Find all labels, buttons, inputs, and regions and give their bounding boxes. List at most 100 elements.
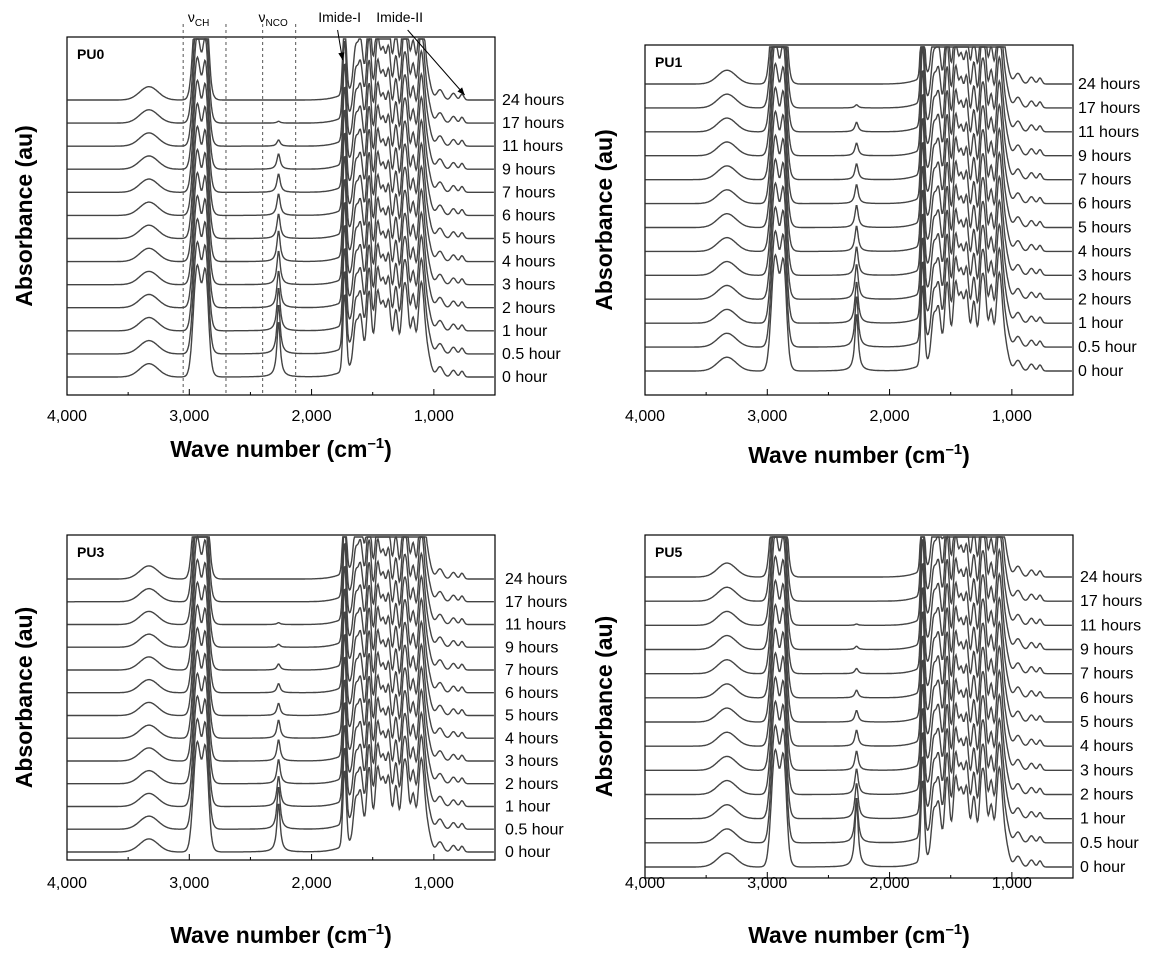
spectrum-trace xyxy=(67,717,494,830)
spectrum-trace xyxy=(67,536,494,580)
panel-pu0: PU0 4,000 3,000 2,000 1,000 Wave number (cm–1… xyxy=(11,9,564,462)
region-label: νCH xyxy=(188,9,209,29)
series-label: 6 hours xyxy=(502,207,555,224)
spectrum-trace xyxy=(645,133,1072,253)
spectrum-trace xyxy=(67,194,494,309)
spectrum-trace xyxy=(645,229,1072,348)
spectrum-trace xyxy=(67,626,494,739)
series-label: 5 hours xyxy=(505,708,558,725)
spectrum-trace xyxy=(645,181,1072,300)
x-axis-title: Wave number (cm–1) xyxy=(170,435,392,462)
series-label: 7 hours xyxy=(1078,172,1131,189)
series-label: 24 hours xyxy=(505,571,567,588)
series-label: 4 hours xyxy=(1078,243,1131,260)
series-label: 24 hours xyxy=(1078,76,1140,93)
spectrum-trace xyxy=(645,554,1072,675)
spectrum-trace xyxy=(645,748,1072,868)
spectrum-trace xyxy=(645,85,1072,205)
spectrum-trace xyxy=(67,580,494,694)
spectrum-trace xyxy=(67,170,494,286)
series-label: 7 hours xyxy=(1080,666,1133,683)
series-label: 9 hours xyxy=(502,161,555,178)
spectrum-trace xyxy=(645,157,1072,276)
series-label: 17 hours xyxy=(502,115,564,132)
x-tick-label: 4,000 xyxy=(625,408,665,425)
series-label: 4 hours xyxy=(505,730,558,747)
spectrum-trace xyxy=(67,147,494,263)
series-label: 0 hour xyxy=(502,369,548,386)
x-tick-label: 3,000 xyxy=(169,408,209,425)
spectrum-trace xyxy=(645,46,1072,109)
series-label: 5 hours xyxy=(1080,714,1133,731)
series-label: 6 hours xyxy=(505,685,558,702)
spectrum-trace xyxy=(67,536,494,626)
panel-label: PU0 xyxy=(77,46,104,62)
spectrum-trace xyxy=(67,694,494,808)
x-tick-label: 4,000 xyxy=(47,408,87,425)
series-label: 5 hours xyxy=(502,231,555,248)
series-label: 0.5 hour xyxy=(1080,835,1139,852)
series-label: 0 hour xyxy=(505,844,551,861)
spectrum-trace xyxy=(67,78,494,193)
panel-pu1: PU1 4,000 3,000 2,000 1,000 Wave number (cm–1… xyxy=(591,44,1140,468)
series-label: 9 hours xyxy=(505,639,558,656)
series-label: 0 hour xyxy=(1078,363,1124,380)
spectrum-trace xyxy=(645,536,1072,578)
x-tick-label: 3,000 xyxy=(747,408,787,425)
series-label: 1 hour xyxy=(1080,811,1126,828)
arrow-head xyxy=(338,52,345,60)
plot-frame xyxy=(66,534,496,861)
spectrum-trace xyxy=(645,535,1072,626)
peak-label: Imide-I xyxy=(318,9,361,25)
spectrum-trace xyxy=(645,536,1072,651)
x-axis-title: Wave number (cm–1) xyxy=(170,921,392,948)
panel-label: PU3 xyxy=(77,544,104,560)
series-label: 3 hours xyxy=(1080,762,1133,779)
series-label: 11 hours xyxy=(1078,124,1139,141)
spectrum-trace xyxy=(67,603,494,717)
spectrum-trace xyxy=(645,46,1072,85)
spectrum-trace xyxy=(67,671,494,785)
series-label: 0 hour xyxy=(1080,859,1126,876)
x-tick-label: 2,000 xyxy=(870,408,910,425)
x-axis-title: Wave number (cm–1) xyxy=(748,441,970,468)
spectrum-trace xyxy=(645,205,1072,324)
x-tick-label: 1,000 xyxy=(992,875,1032,892)
spectrum-trace xyxy=(645,109,1072,229)
y-axis-title: Absorbance (au) xyxy=(11,607,37,788)
panel-pu5: PU5 4,000 3,000 2,000 1,000 Wave number (cm–1… xyxy=(591,534,1142,948)
series-label: 11 hours xyxy=(1080,617,1141,634)
spectrum-trace xyxy=(67,263,494,378)
spectrum-trace xyxy=(645,61,1072,181)
spectrum-trace xyxy=(67,649,494,762)
series-label: 2 hours xyxy=(502,300,555,317)
spectrum-trace xyxy=(67,38,494,147)
x-tick-label: 1,000 xyxy=(414,408,454,425)
spectrum-trace xyxy=(645,603,1072,723)
y-axis-title: Absorbance (au) xyxy=(591,616,617,797)
plot-frame xyxy=(644,44,1074,396)
x-tick-label: 2,000 xyxy=(292,408,332,425)
series-label: 9 hours xyxy=(1078,148,1131,165)
x-tick-label: 3,000 xyxy=(747,875,787,892)
series-label: 7 hours xyxy=(505,662,558,679)
series-label: 24 hours xyxy=(502,92,564,109)
series-label: 1 hour xyxy=(1078,315,1124,332)
spectrum-trace xyxy=(645,45,1072,133)
series-label: 17 hours xyxy=(1080,593,1142,610)
x-axis-title: Wave number (cm–1) xyxy=(748,921,970,948)
spectrum-trace xyxy=(645,578,1072,699)
series-label: 17 hours xyxy=(505,594,567,611)
x-tick-label: 1,000 xyxy=(414,875,454,892)
plot-frame xyxy=(66,36,496,396)
x-tick-label: 3,000 xyxy=(169,875,209,892)
arrow-head xyxy=(457,87,465,95)
peak-arrow xyxy=(407,29,466,96)
spectrum-trace xyxy=(645,723,1072,844)
series-label: 2 hours xyxy=(505,776,558,793)
series-label: 3 hours xyxy=(505,753,558,770)
spectrum-trace xyxy=(67,55,494,170)
spectrum-trace xyxy=(645,675,1072,796)
series-label: 0.5 hour xyxy=(1078,339,1137,356)
